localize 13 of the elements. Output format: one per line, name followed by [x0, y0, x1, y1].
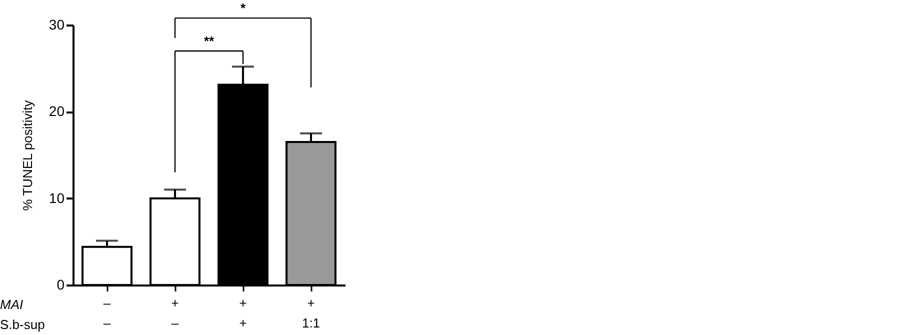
- y-tick-label: 20: [48, 103, 65, 120]
- y-tick-label: 10: [48, 190, 65, 206]
- x-tick-label: + –: [171, 296, 180, 330]
- text: *: [240, 0, 246, 16]
- x-tick-label: + 1:1: [302, 296, 320, 330]
- y-axis-title: % TUNEL positivity: [20, 100, 35, 211]
- annotation: **: [204, 33, 215, 48]
- text: MAI: [0, 297, 24, 312]
- y-tick-label: 0: [56, 276, 65, 292]
- x-tick-label: + +: [239, 296, 247, 330]
- y-tick-label: 30: [48, 16, 65, 32]
- text: S.b-sup: [0, 317, 45, 332]
- x-tick-label: – –: [103, 296, 112, 330]
